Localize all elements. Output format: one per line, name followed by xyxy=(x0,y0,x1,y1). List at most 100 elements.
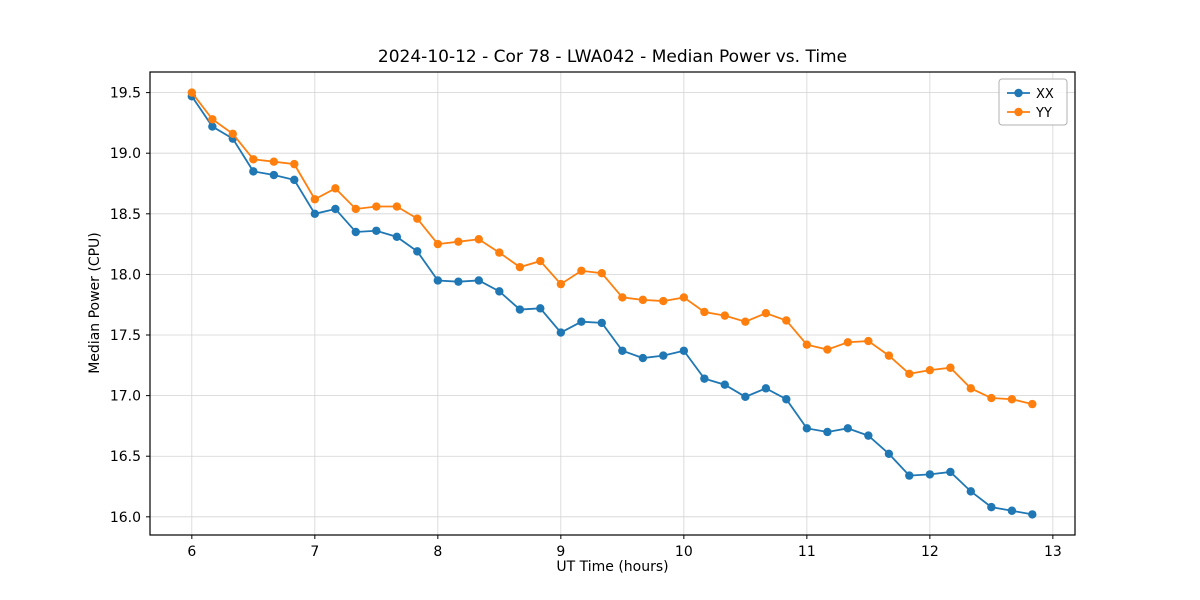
plot-border xyxy=(149,71,1076,536)
y-tick-label: 18.5 xyxy=(110,207,141,223)
data-point-yy xyxy=(433,239,443,249)
data-point-xx xyxy=(638,353,648,363)
data-point-xx xyxy=(515,305,525,314)
y-tick-label: 18.0 xyxy=(110,267,141,283)
legend-marker-xx xyxy=(1014,88,1023,98)
data-point-xx xyxy=(597,318,606,328)
data-point-yy xyxy=(310,195,320,204)
data-point-xx xyxy=(802,424,812,433)
data-point-xx xyxy=(761,384,771,393)
x-tick-label: 7 xyxy=(310,544,319,560)
data-point-xx xyxy=(208,122,217,131)
data-point-yy xyxy=(1007,395,1017,404)
data-point-xx xyxy=(741,392,750,402)
data-point-yy xyxy=(392,202,402,211)
legend-label-yy: YY xyxy=(1035,106,1052,121)
data-point-yy xyxy=(454,237,463,246)
data-point-yy xyxy=(597,268,606,278)
y-tick-label: 19.0 xyxy=(110,146,141,162)
x-tick-label: 9 xyxy=(556,544,565,560)
data-point-xx xyxy=(720,380,730,389)
data-point-yy xyxy=(474,235,483,244)
data-point-xx xyxy=(249,167,258,176)
data-point-xx xyxy=(413,247,422,256)
data-point-xx xyxy=(577,317,586,326)
x-tick-label: 6 xyxy=(187,544,196,560)
y-tick-label: 16.0 xyxy=(110,510,141,526)
data-point-yy xyxy=(864,336,873,346)
data-point-yy xyxy=(700,307,709,317)
data-point-yy xyxy=(802,340,812,349)
x-axis-label: UT Time (hours) xyxy=(556,559,669,575)
data-point-yy xyxy=(372,202,381,211)
y-tick-label: 16.5 xyxy=(110,449,141,465)
data-point-yy xyxy=(577,266,586,275)
data-point-xx xyxy=(823,427,832,437)
data-point-yy xyxy=(987,393,996,403)
data-point-xx xyxy=(987,502,996,512)
chart-title: 2024-10-12 - Cor 78 - LWA042 - Median Po… xyxy=(377,47,848,67)
data-point-xx xyxy=(392,232,402,242)
legend-box xyxy=(998,78,1068,126)
data-point-yy xyxy=(823,345,832,354)
data-point-xx xyxy=(946,467,955,477)
data-point-xx xyxy=(618,346,627,355)
x-tick-label: 8 xyxy=(433,544,442,560)
data-point-xx xyxy=(290,175,299,185)
y-axis-label: Median Power (CPU) xyxy=(87,232,103,374)
data-point-yy xyxy=(618,293,627,302)
data-point-xx xyxy=(536,304,545,313)
data-point-yy xyxy=(720,311,730,320)
data-point-yy xyxy=(679,293,689,302)
data-point-yy xyxy=(187,88,197,97)
data-point-xx xyxy=(966,487,976,496)
data-point-yy xyxy=(413,214,422,223)
data-point-yy xyxy=(761,308,771,318)
data-point-yy xyxy=(556,279,566,289)
data-point-yy xyxy=(495,248,504,257)
data-point-xx xyxy=(433,276,443,285)
legend-marker-yy xyxy=(1014,107,1023,117)
data-point-xx xyxy=(372,226,381,235)
data-point-yy xyxy=(208,115,217,124)
data-point-xx xyxy=(495,287,504,296)
y-tick-label: 17.5 xyxy=(110,328,141,344)
data-point-yy xyxy=(925,365,935,375)
y-tick-label: 17.0 xyxy=(110,389,141,405)
data-point-xx xyxy=(679,346,689,355)
plot-area xyxy=(150,72,1075,535)
data-point-yy xyxy=(946,363,955,372)
data-point-xx xyxy=(905,471,914,480)
data-point-yy xyxy=(1028,399,1037,409)
x-tick-label: 12 xyxy=(921,544,939,560)
y-tick-label: 19.5 xyxy=(110,86,141,102)
data-point-xx xyxy=(454,277,463,286)
data-point-xx xyxy=(351,227,360,237)
data-point-yy xyxy=(884,351,894,360)
data-point-xx xyxy=(310,209,320,219)
x-tick-label: 11 xyxy=(798,544,816,560)
data-point-xx xyxy=(782,395,791,404)
data-point-xx xyxy=(269,170,279,180)
data-point-yy xyxy=(290,159,299,169)
data-point-yy xyxy=(843,338,853,347)
data-point-yy xyxy=(741,317,750,326)
data-point-yy xyxy=(249,155,258,164)
data-point-xx xyxy=(925,470,935,479)
data-point-yy xyxy=(905,369,914,378)
data-point-xx xyxy=(700,374,709,383)
data-point-yy xyxy=(351,204,360,214)
data-point-yy xyxy=(966,384,976,393)
data-point-yy xyxy=(228,129,237,139)
data-point-yy xyxy=(659,296,668,306)
data-point-yy xyxy=(269,157,279,166)
data-point-xx xyxy=(843,424,853,433)
data-point-xx xyxy=(1007,506,1017,515)
data-point-yy xyxy=(536,256,545,266)
data-point-yy xyxy=(515,262,525,272)
data-point-xx xyxy=(331,204,340,214)
data-point-yy xyxy=(331,184,340,193)
data-point-xx xyxy=(474,276,483,285)
